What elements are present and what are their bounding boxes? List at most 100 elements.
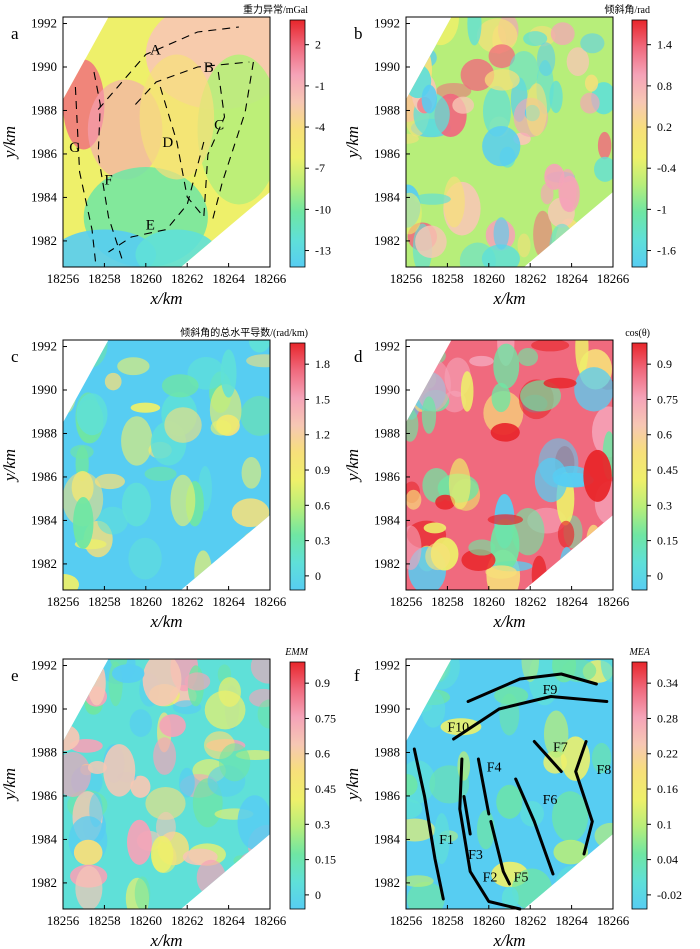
y-axis-label: y/km (0, 126, 19, 160)
heatmap-cell (130, 775, 151, 798)
heatmap-cell (220, 349, 237, 398)
heatmap-field-c (63, 340, 270, 590)
x-tick-label: 18262 (514, 594, 547, 609)
x-tick-label: 18260 (130, 271, 163, 286)
y-tick-label: 1988 (31, 102, 57, 117)
panel-letter-b: b (354, 24, 363, 43)
panel-a: a 1992 1990 1988 1986 1984 1982 y/km 18256 18258 1… (0, 3, 331, 308)
heatmap-cell (468, 539, 496, 556)
heatmap-cell (87, 760, 107, 775)
zone-boundary (203, 71, 226, 218)
y-tick-label: 1984 (31, 831, 58, 846)
heatmap-cell (63, 358, 78, 414)
colorbar-f (631, 661, 648, 910)
y-tick-label: 1986 (374, 146, 401, 161)
heatmap-cell (184, 672, 211, 691)
fault-line (574, 740, 594, 856)
heatmap-cell (63, 659, 93, 692)
colorbar-a (289, 19, 306, 268)
x-tick-label: 18256 (390, 913, 423, 928)
heatmap-cell (433, 813, 450, 864)
heatmap-cell (550, 22, 575, 46)
fault-label: F1 (439, 833, 454, 848)
heatmap-cell (94, 473, 125, 490)
heatmap-cell (520, 380, 562, 412)
x-tick-label: 18266 (597, 271, 630, 286)
colorbar-tick-label: 1.8 (315, 357, 330, 371)
heatmap-cell (490, 423, 520, 442)
heatmap-cell (249, 688, 270, 708)
colorbar-tick-label: 0 (657, 569, 663, 583)
heatmap-cell (484, 69, 520, 91)
colorbar-tick-label: 0.6 (657, 428, 672, 442)
y-tick-label: 1990 (31, 382, 57, 397)
colorbar-title: cos(θ) (625, 328, 650, 339)
colorbar-tick-label: -7 (315, 161, 325, 175)
x-tick-label: 18256 (47, 913, 80, 928)
x-tick-label: 18256 (390, 271, 423, 286)
colorbar-title: EMM (284, 647, 308, 658)
colorbar-tick-label: 0.34 (657, 676, 678, 690)
y-tick-label: 1984 (31, 512, 58, 527)
zone-boundary (211, 61, 254, 223)
heatmap-cell (580, 92, 600, 114)
y-tick-label: 1986 (31, 469, 58, 484)
heatmap-cell (73, 496, 94, 549)
heatmap-cell (406, 192, 422, 235)
heatmap-cell (231, 498, 270, 528)
heatmap-cell (421, 396, 437, 434)
y-tick-label: 1982 (374, 556, 400, 571)
x-tick-label: 18266 (254, 271, 287, 286)
heatmap-cell (254, 874, 270, 909)
heatmap-cell (129, 709, 153, 737)
colorbar-tick-label: -10 (315, 202, 331, 216)
y-tick-label: 1984 (31, 189, 58, 204)
heatmap-cell (457, 751, 471, 781)
fault-label: F8 (596, 763, 611, 778)
x-tick-label: 18266 (254, 913, 287, 928)
colorbar-tick-label: 0.75 (315, 711, 336, 725)
fault-label: F7 (553, 741, 568, 756)
heatmap-cell (583, 449, 612, 502)
heatmap-cell (63, 671, 101, 684)
y-tick-label: 1990 (374, 59, 400, 74)
panel-b: b 1992 1990 1988 1986 1984 1982 y/km 18256 18258 1… (343, 3, 676, 308)
colorbar-title: 倾斜角/rad (604, 3, 650, 16)
y-tick-label: 1988 (374, 425, 400, 440)
y-axis-label: y/km (0, 768, 19, 802)
heatmap-cell (440, 718, 482, 736)
heatmap-cell (415, 225, 447, 258)
colorbar-title: 重力异常/mGal (243, 3, 308, 16)
y-tick-label: 1988 (374, 744, 400, 759)
heatmap-cell (127, 819, 152, 865)
x-tick-label: 18264 (212, 913, 245, 928)
heatmap-cell (161, 374, 199, 398)
y-tick-label: 1982 (31, 875, 57, 890)
heatmap-cell (460, 371, 474, 412)
heatmap-field-a (63, 17, 270, 267)
heatmap-cell (422, 659, 460, 690)
heatmap-cell (531, 340, 570, 352)
panel-letter-d: d (354, 347, 363, 366)
y-tick-label: 1982 (31, 233, 57, 248)
x-axis-label: x/km (492, 612, 525, 631)
panel-e: e 1992 1990 1988 1986 1984 1982 y/km 18256 18258 1… (0, 647, 336, 949)
panel-letter-e: e (11, 666, 19, 685)
plot-frame-f (405, 658, 614, 910)
fault-line (476, 757, 491, 816)
heatmap-cell (531, 555, 547, 590)
colorbar-tick-label: 1.4 (657, 38, 672, 52)
heatmap-cell (406, 798, 423, 819)
heatmap-cell (142, 659, 182, 706)
x-tick-label: 18262 (514, 271, 547, 286)
heatmap-cell (233, 855, 249, 867)
heatmap-cell (226, 864, 260, 896)
y-tick-label: 1984 (374, 831, 401, 846)
heatmap-cell (501, 886, 519, 909)
fault-line (412, 747, 445, 901)
heatmap-cell (552, 465, 591, 488)
colorbar-tick-label: -0.4 (657, 161, 676, 175)
heatmap-cell (406, 525, 422, 571)
heatmap-cell (219, 743, 251, 782)
